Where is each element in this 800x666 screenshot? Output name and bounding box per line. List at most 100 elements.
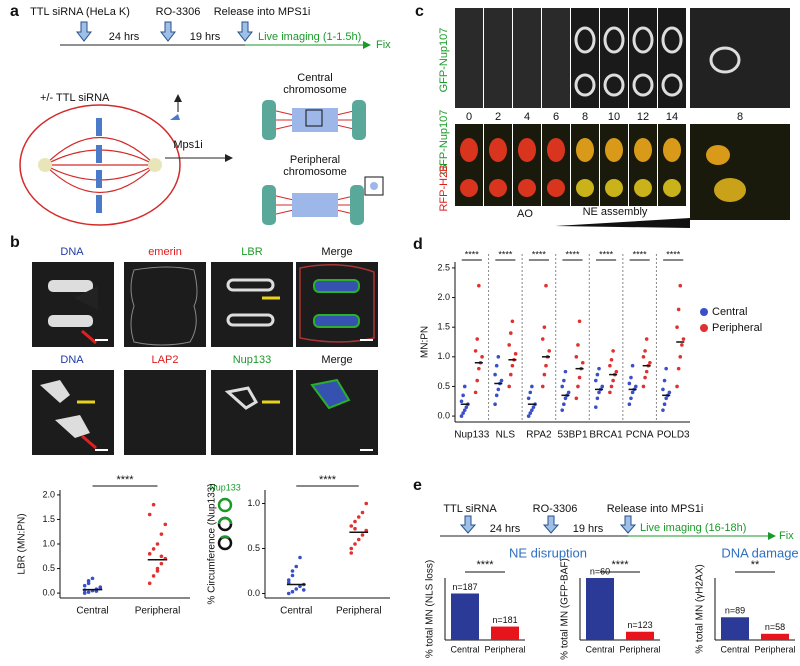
dot <box>530 384 534 389</box>
y-tick-label: 1.0 <box>42 538 55 548</box>
dot <box>356 537 361 542</box>
x-tick-label: Central <box>76 606 108 617</box>
arrow <box>555 218 690 228</box>
dot <box>155 542 160 546</box>
dot <box>662 402 667 407</box>
dot <box>513 352 518 356</box>
cell-diagram <box>19 94 182 226</box>
chromatin <box>460 138 478 162</box>
dot <box>496 355 501 359</box>
y-tick-label: 0.5 <box>437 381 450 391</box>
dot <box>678 283 683 288</box>
channel: DNA <box>60 246 84 258</box>
interval: 24 hrs <box>109 31 140 43</box>
dot <box>528 390 533 395</box>
dot <box>459 414 464 418</box>
dot <box>493 402 497 407</box>
bar <box>586 578 614 640</box>
nucleus <box>632 73 654 97</box>
timeline-arrows <box>459 515 637 534</box>
dot <box>475 337 480 341</box>
dot <box>614 369 619 374</box>
dot <box>86 579 91 583</box>
interval: 24 hrs <box>490 523 521 535</box>
frame-label: 0 <box>466 111 472 123</box>
frame <box>629 8 657 108</box>
dot <box>544 283 548 288</box>
live-imaging: Live imaging (16-18h) <box>640 522 746 534</box>
legend-label: Peripheral <box>712 322 762 334</box>
dot <box>294 587 299 591</box>
timeline-step: RO-3306 <box>156 6 201 18</box>
nucleus <box>603 73 625 97</box>
chromatin <box>706 145 730 165</box>
y-tick-label: 0.0 <box>437 410 450 420</box>
interval: 19 hrs <box>190 31 221 43</box>
dot <box>510 363 515 368</box>
y-tick-label: 0.0 <box>42 587 55 597</box>
timeline-step: TTL siRNA (HeLa K) <box>30 6 130 18</box>
timeline-step: TTL siRNA <box>443 503 497 515</box>
channel: DNA <box>60 354 84 366</box>
dot <box>595 372 600 377</box>
ne-label: NE assembly <box>583 206 648 218</box>
dot <box>507 384 511 389</box>
dot <box>611 349 615 353</box>
dot <box>629 396 633 401</box>
frame-label: 6 <box>553 111 559 123</box>
dot <box>286 580 291 585</box>
dot <box>349 546 354 551</box>
significance: **** <box>116 474 134 486</box>
dot <box>530 408 534 412</box>
nucleus <box>574 73 596 97</box>
dot <box>608 390 612 395</box>
bar-annotation: n=60 <box>590 566 610 576</box>
dot <box>286 578 291 582</box>
x-tick-label: NLS <box>496 430 516 441</box>
x-tick-label: Central <box>720 644 749 654</box>
dot <box>562 402 566 407</box>
dot <box>562 378 566 383</box>
dot <box>627 402 632 407</box>
dot <box>464 405 469 409</box>
icon <box>217 497 233 551</box>
panel-label: c <box>415 3 424 20</box>
dot <box>563 369 568 374</box>
dot <box>508 331 513 335</box>
group-title: NE disruption <box>509 545 587 560</box>
frame <box>571 8 599 108</box>
fix: Fix <box>376 39 391 51</box>
dot <box>360 510 365 515</box>
dot <box>643 375 647 380</box>
dot <box>574 355 579 359</box>
dot <box>159 554 164 559</box>
x-tick-label: POLD3 <box>657 430 690 441</box>
significance: **** <box>599 249 614 259</box>
central-label: chromosome <box>283 84 347 96</box>
dot <box>526 414 531 418</box>
dot <box>459 399 464 404</box>
dot <box>593 405 598 409</box>
nucleus <box>661 73 683 97</box>
frame-label: 4 <box>524 111 530 123</box>
interval: 19 hrs <box>573 523 604 535</box>
y-tick-label: 2.0 <box>437 292 450 302</box>
chromatin <box>489 179 507 197</box>
dot <box>608 363 612 368</box>
chromatin <box>547 138 565 162</box>
y-tick-label: 1.0 <box>437 351 450 361</box>
dot <box>494 393 499 398</box>
timeline-step: RO-3306 <box>533 503 578 515</box>
x-tick-label: Central <box>585 644 614 654</box>
dot <box>664 396 668 401</box>
dot <box>681 337 686 341</box>
panel-label: a <box>10 3 19 20</box>
frame-label: 8 <box>737 111 743 123</box>
legend-label: Central <box>712 306 747 318</box>
dot <box>630 390 635 395</box>
dot <box>301 588 306 592</box>
dot <box>643 349 647 353</box>
dot <box>496 387 501 392</box>
dot <box>526 396 531 401</box>
icon-label: Nup133 <box>209 482 241 492</box>
